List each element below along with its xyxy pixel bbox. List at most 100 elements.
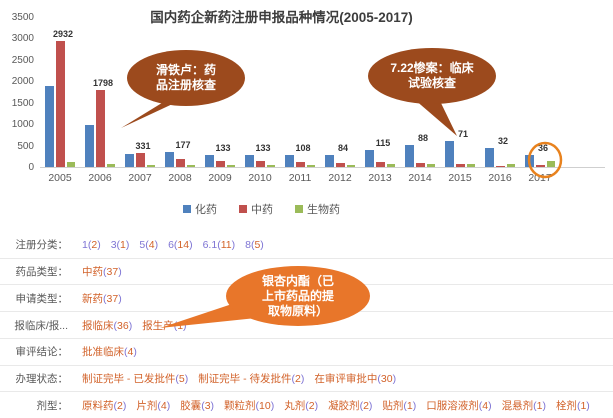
legend-swatch-chem — [183, 205, 191, 213]
paren-close: ) — [125, 238, 130, 251]
bar-bio — [387, 164, 395, 167]
paren-open: ( — [377, 372, 381, 385]
x-tick-label: 2012 — [328, 172, 352, 184]
facet-count: 2 — [117, 399, 123, 412]
paren-open: ( — [175, 372, 179, 385]
facet-link[interactable]: 批准临床(4) — [82, 344, 137, 359]
x-tick-label: 2009 — [208, 172, 232, 184]
bar-chart: 国内药企新药注册申报品种情况(2005-2017) 0 500 1000 1500 20… — [0, 10, 605, 217]
bar-bio — [507, 164, 515, 167]
facet-link[interactable]: 胶囊(3) — [180, 398, 214, 413]
facet-link[interactable]: 栓剂(1) — [556, 398, 590, 413]
facet-link[interactable]: 报生产(1) — [142, 318, 186, 333]
paren-open: ( — [113, 399, 118, 412]
paren-open: ( — [116, 238, 121, 251]
facet-link[interactable]: 5(4) — [139, 239, 158, 251]
facet-count: 2 — [308, 399, 315, 412]
facet-link[interactable]: 颗粒剂(10) — [224, 398, 274, 413]
facet-count: 36 — [117, 319, 129, 332]
annotation-bubble-722: 7.22惨案：临床试验核查 — [368, 48, 496, 104]
facet-link[interactable]: 在审评审批中(30) — [314, 371, 396, 386]
facet-label: 药品类型： — [15, 266, 69, 279]
facet-link[interactable]: 片剂(4) — [136, 398, 170, 413]
facet-value: 凝胶剂 — [328, 399, 360, 412]
paren-open: ( — [173, 238, 178, 251]
facet-label: 申请类型： — [15, 292, 69, 305]
facet-link[interactable]: 报临床(36) — [82, 318, 132, 333]
paren-close: ) — [184, 372, 189, 385]
facet-count: 5 — [178, 372, 185, 385]
plot-groups: 2932 1798 331 177 133 133 108 84 115 88 71 32 36 — [40, 18, 560, 167]
paren-close: ) — [368, 399, 373, 412]
facet-link[interactable]: 凝胶剂(2) — [328, 398, 372, 413]
bar-bio — [467, 164, 475, 167]
y-tick-label: 500 — [17, 140, 34, 152]
bar-bio — [227, 165, 235, 167]
facet-value: 片剂 — [136, 399, 158, 412]
bar-group: 36 — [520, 18, 560, 167]
paren-open: ( — [113, 319, 118, 332]
bar-tcm — [176, 159, 185, 167]
bar-value-label: 133 — [255, 143, 271, 153]
bar-bio — [147, 165, 155, 167]
paren-open: ( — [359, 399, 364, 412]
bar-value-label: 133 — [215, 143, 231, 153]
y-tick-label: 1000 — [11, 119, 34, 131]
paren-open: ( — [103, 292, 107, 305]
facet-values: 制证完毕 - 已发批件(5) 制证完毕 - 待发批件(2) 在审评审批中(30) — [82, 371, 396, 386]
facet-link[interactable]: 6(14) — [168, 239, 193, 251]
facet-link[interactable]: 制证完毕 - 待发批件(2) — [198, 371, 304, 386]
facet-value: 6.1 — [202, 238, 218, 251]
bar-bio — [187, 165, 195, 167]
facet-count: 3 — [204, 399, 211, 412]
facet-link[interactable]: 中药(37) — [82, 264, 122, 279]
facet-values: 原料药(2) 片剂(4) 胶囊(3) 颗粒剂(10) 丸剂(2) 凝胶剂(2) 贴剂(1) 口… — [82, 398, 590, 413]
paren-close: ) — [270, 399, 275, 412]
bar-value-label: 32 — [497, 136, 509, 146]
bar-value-label: 108 — [295, 143, 311, 153]
facet-link[interactable]: 6.1(11) — [203, 239, 236, 251]
facet-value: 丸剂 — [284, 399, 306, 412]
x-tick-label: 2008 — [168, 172, 192, 184]
bar-chem — [45, 86, 54, 167]
facet-link[interactable]: 新药(37) — [82, 291, 122, 306]
facet-link[interactable]: 混悬剂(1) — [502, 398, 546, 413]
paren-open: ( — [201, 399, 205, 412]
x-tick-label: 2011 — [288, 172, 312, 184]
facet-value: 8 — [245, 238, 251, 251]
bar-value-label: 36 — [537, 143, 549, 153]
facet-link[interactable]: 3(1) — [111, 239, 130, 251]
bar-chem — [125, 154, 134, 167]
facet-link[interactable]: 丸剂(2) — [284, 398, 318, 413]
facet-link[interactable]: 制证完毕 - 已发批件(5) — [82, 371, 188, 386]
paren-open: ( — [87, 238, 92, 251]
facet-link[interactable]: 原料药(2) — [82, 398, 126, 413]
bar-value-label: 331 — [135, 141, 151, 151]
bar-bio — [307, 165, 315, 167]
facet-link[interactable]: 8(5) — [245, 239, 264, 251]
x-tick-label: 2016 — [488, 172, 512, 184]
bar-group: 108 — [280, 18, 320, 167]
x-tick-label: 2013 — [368, 172, 392, 184]
paren-open: ( — [145, 238, 149, 251]
facet-link[interactable]: 1(2) — [82, 239, 101, 251]
y-axis: 0 500 1000 1500 2000 2500 3000 3500 — [2, 12, 34, 173]
paren-close: ) — [488, 399, 492, 412]
bar-value-label: 84 — [337, 143, 349, 153]
facet-count: 1 — [406, 399, 413, 412]
bar-chem — [325, 155, 334, 167]
facet-label: 办理状态： — [15, 372, 69, 385]
facet-value: 制证完毕 - 已发批件 — [82, 372, 176, 385]
facet-value: 在审评审批中 — [314, 372, 378, 385]
facet-value: 报生产 — [142, 319, 174, 332]
legend-label: 化药 — [195, 204, 217, 216]
bar-tcm — [296, 162, 305, 167]
bar-chem — [485, 148, 494, 167]
facet-link[interactable]: 贴剂(1) — [382, 398, 416, 413]
paren-close: ) — [133, 346, 137, 359]
facet-count: 37 — [106, 292, 119, 305]
facet-link[interactable]: 口服溶液剂(4) — [426, 398, 491, 413]
facet-label: 注册分类： — [15, 239, 69, 252]
legend: 化药 中药 生物药 — [0, 201, 523, 217]
